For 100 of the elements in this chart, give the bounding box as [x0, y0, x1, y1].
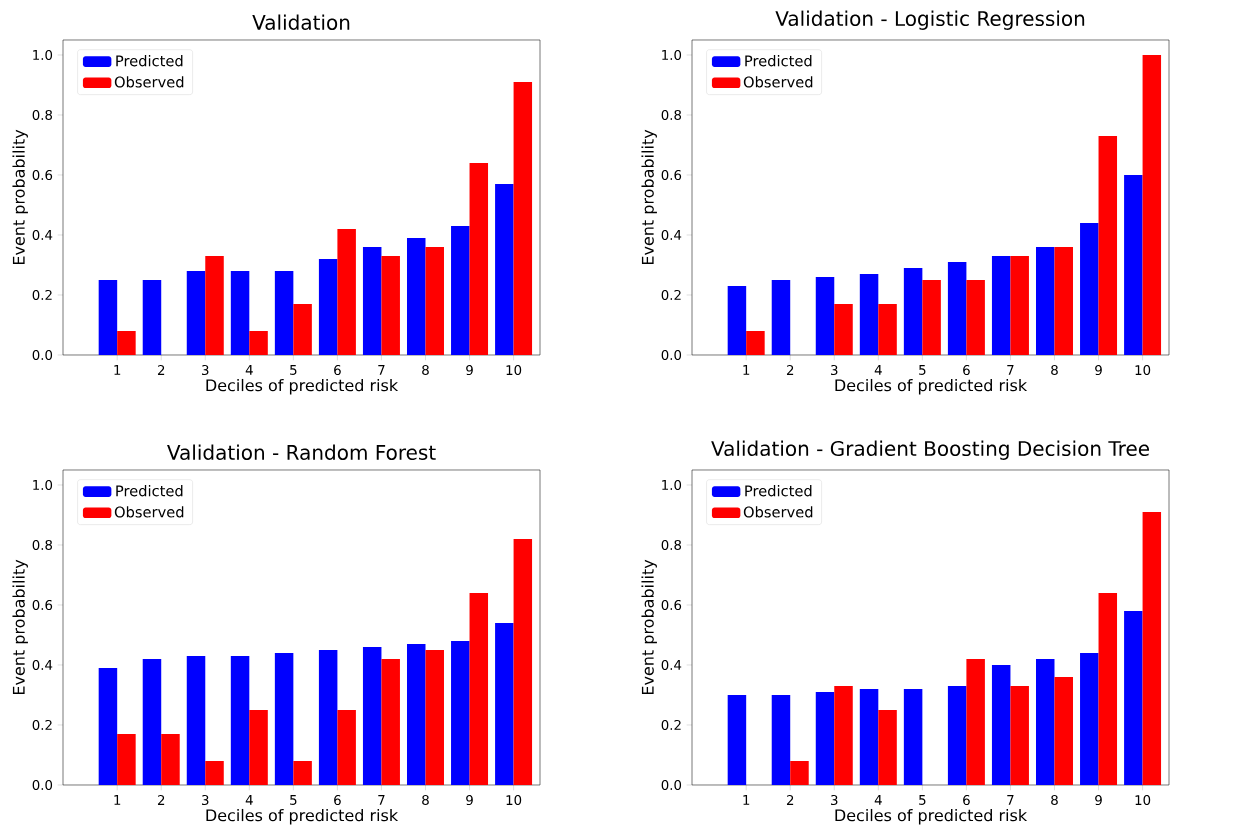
- x-tick-label: 2: [157, 365, 165, 375]
- x-tick-label: 1: [743, 795, 750, 805]
- y-tick-label: 0.8: [661, 109, 682, 121]
- chart-title: Validation - Gradient Boosting Decision Tree: [711, 440, 1149, 460]
- bar: [362, 646, 382, 785]
- bar: [1098, 592, 1118, 785]
- bar: [513, 538, 533, 785]
- y-tick-label: 0.6: [661, 169, 682, 181]
- bar: [98, 667, 118, 785]
- bar: [293, 303, 312, 355]
- bar: [1080, 652, 1099, 785]
- bar: [859, 688, 879, 785]
- bar: [381, 658, 400, 785]
- y-tick-label: 0.4: [661, 659, 682, 671]
- y-axis-title: Event probability: [641, 559, 657, 695]
- bar: [249, 330, 268, 355]
- x-tick-label: 7: [378, 365, 385, 375]
- bar: [859, 273, 879, 355]
- x-tick-label: 5: [290, 365, 297, 375]
- x-tick-label: 9: [1095, 795, 1102, 806]
- bar: [947, 685, 967, 785]
- bar: [274, 270, 294, 355]
- y-tick-label: 1.0: [33, 49, 53, 61]
- x-axis-title: Deciles of predicted risk: [835, 378, 1028, 395]
- x-tick-label: 8: [1051, 365, 1058, 376]
- bar: [142, 279, 162, 355]
- x-tick-label: 7: [1007, 365, 1014, 375]
- bar: [834, 685, 853, 785]
- bar: [991, 255, 1011, 355]
- y-axis-title: Event probability: [12, 129, 28, 265]
- bar: [451, 640, 470, 785]
- y-tick-label: 0.8: [32, 539, 53, 551]
- bar: [1054, 676, 1073, 785]
- bar: [1142, 54, 1162, 355]
- x-tick-label: 6: [963, 365, 970, 376]
- y-tick-label: 0.8: [32, 109, 53, 121]
- x-tick-label: 7: [1007, 795, 1014, 805]
- bar: [746, 330, 765, 355]
- bar: [425, 649, 444, 785]
- x-tick-label: 9: [1095, 365, 1102, 376]
- bar: [903, 267, 923, 355]
- bar: [249, 709, 268, 785]
- bar: [230, 655, 250, 785]
- y-tick-label: 0.8: [661, 539, 682, 551]
- x-tick-label: 5: [290, 795, 297, 805]
- bar: [186, 655, 206, 785]
- bar: [903, 688, 923, 785]
- y-tick-label: 0.0: [32, 349, 53, 361]
- bar: [922, 279, 941, 355]
- chart-title: Validation - Random Forest: [167, 444, 436, 460]
- y-tick-label: 0.2: [32, 719, 52, 731]
- x-tick-label: 8: [422, 795, 429, 806]
- bar: [1036, 246, 1055, 355]
- bar: [495, 183, 514, 355]
- bar: [469, 162, 489, 355]
- bar: [337, 228, 356, 355]
- legend-label: Predicted: [116, 485, 183, 497]
- x-axis-title: Deciles of predicted risk: [206, 808, 399, 825]
- x-tick-label: 5: [919, 795, 926, 805]
- bar: [727, 694, 747, 785]
- y-tick-label: 0.0: [661, 349, 682, 361]
- y-tick-label: 1.0: [662, 49, 682, 61]
- x-tick-label: 4: [245, 365, 253, 375]
- bar: [834, 303, 853, 355]
- legend-label: Observed: [114, 76, 184, 88]
- bar: [1098, 135, 1118, 355]
- y-tick-label: 0.6: [32, 169, 53, 181]
- bar: [142, 658, 162, 785]
- bar: [513, 81, 533, 355]
- x-tick-label: 4: [245, 795, 253, 805]
- legend-label: Predicted: [745, 55, 812, 67]
- x-tick-label: 1: [743, 365, 750, 375]
- x-tick-label: 4: [874, 365, 882, 375]
- bar: [161, 733, 180, 785]
- y-tick-label: 1.0: [33, 479, 53, 491]
- bar: [469, 592, 489, 785]
- bar: [230, 270, 250, 355]
- x-tick-label: 5: [919, 365, 926, 375]
- bar: [878, 303, 897, 355]
- bar: [406, 643, 426, 785]
- x-tick-label: 10: [1135, 795, 1151, 806]
- x-tick-label: 8: [422, 365, 429, 376]
- bar: [815, 691, 835, 785]
- y-axis-title: Event probability: [641, 129, 657, 265]
- y-tick-label: 0.0: [32, 779, 53, 791]
- y-tick-label: 0.4: [32, 229, 53, 241]
- y-tick-label: 0.4: [32, 659, 53, 671]
- bar: [362, 246, 382, 355]
- chart-title: Validation: [252, 14, 350, 30]
- x-tick-label: 2: [786, 795, 794, 805]
- bar: [495, 622, 514, 785]
- x-tick-label: 9: [466, 795, 473, 806]
- bar: [991, 664, 1011, 785]
- bar: [1036, 658, 1055, 785]
- bar: [186, 270, 206, 355]
- bar: [425, 246, 444, 355]
- bar: [966, 658, 985, 785]
- y-tick-label: 0.6: [661, 599, 682, 611]
- x-axis-title: Deciles of predicted risk: [835, 808, 1028, 825]
- legend-label: Predicted: [116, 55, 183, 67]
